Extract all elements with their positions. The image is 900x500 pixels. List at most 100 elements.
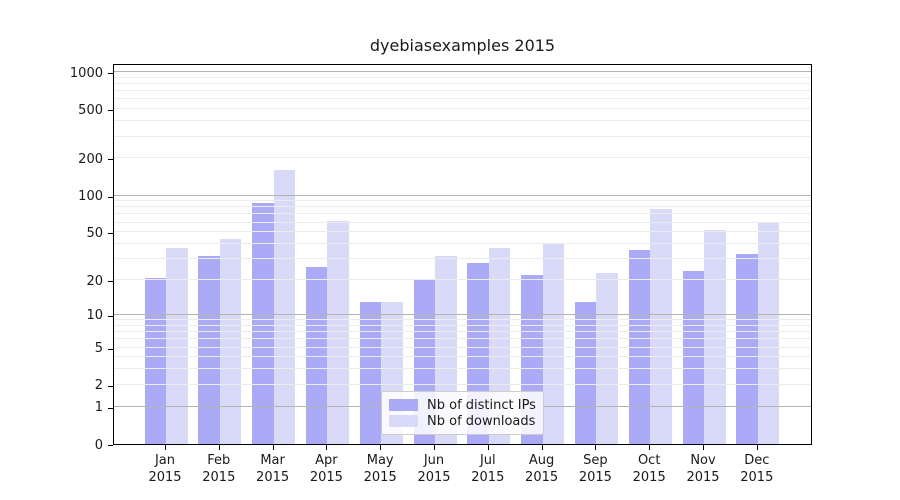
- x-tick-mark-jun: [434, 445, 435, 450]
- bar-ips-jan: [144, 277, 166, 444]
- x-tick-mark-oct: [649, 445, 651, 450]
- y-tick-mark-0: [108, 445, 113, 446]
- minor-gridline-5: [114, 346, 811, 348]
- y-tick-mark-1: [108, 407, 113, 409]
- minor-gridline-2: [114, 383, 811, 385]
- minor-gridline-7: [114, 331, 811, 332]
- x-tick-mark-sep: [595, 445, 597, 450]
- y-tick-label-1: 1: [94, 400, 103, 416]
- bar-downloads-nov: [704, 230, 726, 444]
- bar-downloads-sep: [596, 272, 618, 444]
- bar-ips-dec: [736, 254, 758, 444]
- bar-ips-feb: [198, 255, 220, 444]
- bar-ips-nov: [682, 270, 704, 444]
- y-tick-label-500: 500: [78, 102, 103, 118]
- legend: Nb of distinct IPs Nb of downloads: [381, 391, 544, 435]
- x-tick-label-jun: Jun 2015: [417, 453, 451, 485]
- major-gridline-1000: [114, 71, 811, 72]
- y-tick-mark-5: [108, 348, 113, 350]
- x-tick-label-dec: Dec 2015: [740, 453, 774, 485]
- y-tick-mark-200: [108, 159, 113, 161]
- minor-gridline-200: [114, 157, 811, 159]
- y-tick-mark-20: [108, 281, 113, 282]
- bar-downloads-dec: [757, 221, 780, 444]
- minor-gridline-30: [114, 258, 811, 260]
- plot-area: Nb of distinct IPs Nb of downloads: [113, 64, 812, 445]
- legend-swatch-distinct-ips: [389, 399, 418, 411]
- x-tick-label-sep: Sep 2015: [578, 453, 612, 485]
- minor-gridline-70: [114, 213, 811, 215]
- bar-downloads-feb: [219, 239, 242, 444]
- legend-swatch-downloads: [389, 415, 418, 427]
- y-tick-label-20: 20: [86, 273, 103, 289]
- y-tick-label-10: 10: [86, 308, 103, 324]
- y-tick-mark-2: [108, 385, 113, 387]
- minor-gridline-3: [114, 368, 811, 370]
- x-tick-mark-mar: [272, 445, 274, 450]
- bar-downloads-oct: [650, 208, 672, 444]
- bar-downloads-mar: [273, 169, 296, 444]
- x-tick-mark-apr: [326, 445, 328, 450]
- minor-gridline-400: [114, 120, 811, 122]
- x-tick-mark-aug: [541, 445, 543, 450]
- bar-ips-mar: [252, 202, 274, 444]
- minor-gridline-4: [114, 356, 811, 358]
- y-tick-label-0: 0: [94, 437, 103, 453]
- x-tick-label-nov: Nov 2015: [686, 453, 720, 485]
- minor-gridline-80: [114, 206, 811, 208]
- x-tick-label-feb: Feb 2015: [202, 453, 236, 485]
- y-tick-mark-100: [108, 196, 113, 198]
- x-tick-mark-dec: [756, 445, 758, 450]
- y-tick-label-1000: 1000: [69, 65, 103, 81]
- minor-gridline-6: [114, 338, 811, 340]
- x-tick-mark-jul: [487, 445, 489, 450]
- y-tick-label-50: 50: [86, 225, 103, 241]
- x-tick-mark-nov: [703, 445, 704, 450]
- y-tick-mark-50: [108, 233, 113, 235]
- x-tick-label-mar: Mar 2015: [256, 453, 290, 485]
- y-tick-label-2: 2: [94, 378, 103, 394]
- legend-label-distinct-ips: Nb of distinct IPs: [427, 397, 536, 413]
- y-tick-label-5: 5: [94, 341, 103, 356]
- minor-gridline-9: [114, 319, 811, 320]
- y-tick-mark-500: [108, 110, 113, 112]
- legend-item-distinct-ips: Nb of distinct IPs: [389, 397, 536, 413]
- minor-gridline-60: [114, 221, 811, 223]
- chart-title: dyebiasexamples 2015: [369, 36, 556, 55]
- bar-ips-may: [359, 301, 382, 444]
- x-tick-mark-jan: [165, 445, 166, 450]
- bar-downloads-apr: [327, 220, 349, 444]
- minor-gridline-90: [114, 200, 811, 202]
- bar-ips-sep: [574, 301, 597, 444]
- minor-gridline-600: [114, 98, 811, 100]
- x-tick-mark-feb: [218, 445, 220, 450]
- minor-gridline-800: [114, 83, 811, 84]
- x-tick-label-apr: Apr 2015: [309, 453, 343, 485]
- x-tick-mark-may: [380, 445, 382, 450]
- bar-downloads-aug: [542, 242, 565, 444]
- minor-gridline-300: [114, 135, 811, 137]
- major-gridline-10: [114, 313, 811, 315]
- major-gridline-100: [114, 194, 811, 196]
- minor-gridline-20: [114, 279, 811, 280]
- x-tick-label-jan: Jan 2015: [148, 453, 182, 485]
- legend-item-downloads: Nb of downloads: [389, 413, 536, 429]
- x-tick-label-oct: Oct 2015: [632, 453, 666, 485]
- y-tick-mark-10: [108, 315, 113, 317]
- bar-ips-apr: [305, 266, 328, 444]
- minor-gridline-700: [114, 90, 811, 92]
- minor-gridline-40: [114, 243, 811, 244]
- minor-gridline-900: [114, 76, 811, 78]
- x-tick-label-aug: Aug 2015: [525, 453, 559, 485]
- bar-downloads-jan: [166, 248, 188, 444]
- minor-gridline-8: [114, 324, 811, 326]
- minor-gridline-500: [114, 108, 811, 110]
- minor-gridline-50: [114, 231, 811, 233]
- y-tick-label-100: 100: [78, 189, 103, 204]
- y-tick-label-200: 200: [78, 151, 103, 167]
- x-tick-label-may: May 2015: [363, 453, 397, 485]
- x-tick-label-jul: Jul 2015: [471, 453, 505, 485]
- legend-label-downloads: Nb of downloads: [427, 413, 536, 429]
- y-tick-mark-1000: [108, 73, 113, 74]
